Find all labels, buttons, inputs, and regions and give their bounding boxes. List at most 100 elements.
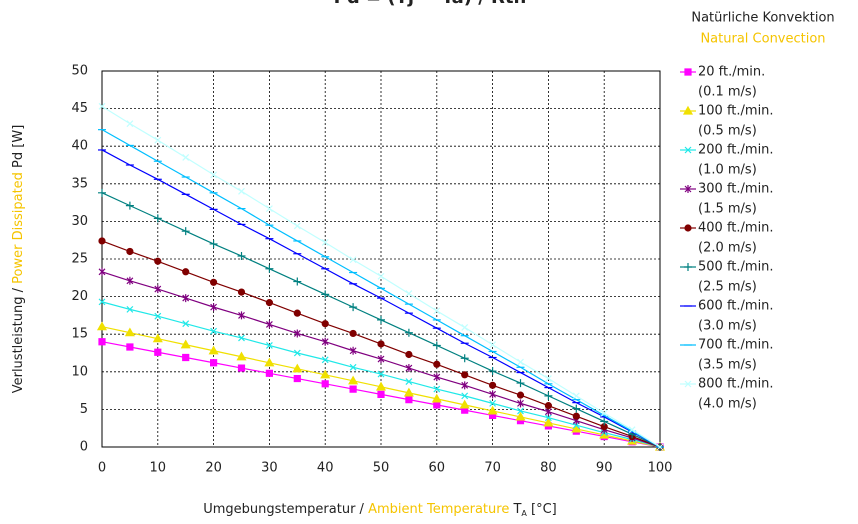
legend-label: 700 ft./min. [698, 338, 774, 353]
marker [265, 320, 273, 329]
marker [488, 367, 497, 376]
x-label-part: Umgebungstemperatur / [203, 502, 368, 517]
marker [349, 363, 357, 371]
marker [405, 350, 413, 359]
marker [461, 381, 469, 390]
marker [489, 381, 497, 389]
x-tick-label: 70 [484, 461, 501, 476]
marker [403, 387, 414, 397]
marker [126, 305, 134, 313]
marker [405, 290, 413, 298]
marker [544, 375, 552, 382]
legend-marker [684, 146, 692, 154]
marker [98, 188, 106, 197]
marker [98, 237, 106, 245]
marker [321, 239, 329, 246]
marker [293, 349, 301, 357]
marker [293, 277, 302, 286]
marker [265, 299, 274, 307]
marker [182, 294, 190, 303]
marker [628, 426, 636, 434]
marker [182, 353, 190, 362]
marker [375, 381, 387, 391]
legend-label: 200 ft./min. [698, 143, 774, 158]
x-label-part: T [509, 502, 521, 517]
x-tick-label: 90 [596, 461, 613, 476]
marker [321, 380, 329, 388]
marker [572, 392, 580, 400]
legend-marker [684, 224, 692, 232]
marker [238, 187, 245, 195]
marker [180, 339, 191, 349]
legend-label: 500 ft./min. [698, 260, 774, 275]
marker [293, 309, 301, 317]
legend-label: (4.0 m/s) [698, 397, 757, 412]
marker [125, 201, 134, 210]
marker [517, 407, 524, 415]
marker [320, 369, 331, 379]
marker [209, 239, 218, 248]
marker [489, 341, 497, 349]
marker [461, 324, 469, 331]
marker [126, 247, 134, 256]
marker [265, 369, 273, 377]
marker [321, 337, 329, 346]
marker [433, 385, 441, 393]
marker [431, 393, 442, 403]
marker [489, 390, 497, 399]
x-tick-label: 60 [429, 461, 446, 476]
marker [238, 334, 245, 342]
y-label-part: Power Dissipated [11, 172, 26, 284]
marker [349, 385, 357, 393]
y-label-part: Verlustleistung / [11, 284, 26, 393]
legend-label: (0.5 m/s) [698, 124, 757, 139]
marker [264, 357, 275, 367]
y-tick-label: 5 [80, 402, 88, 417]
marker [377, 390, 385, 398]
marker [237, 288, 246, 296]
legend-label: 100 ft./min. [698, 104, 774, 119]
x-tick-label: 20 [205, 461, 222, 476]
x-tick-label: 30 [261, 461, 278, 476]
marker [461, 392, 469, 400]
marker [126, 276, 134, 285]
marker [208, 345, 219, 355]
legend-label: (2.0 m/s) [698, 241, 757, 256]
marker [543, 417, 554, 427]
marker [572, 412, 580, 420]
marker [459, 399, 470, 409]
marker [154, 348, 162, 356]
marker [377, 272, 385, 280]
marker [377, 370, 385, 378]
marker [265, 264, 274, 273]
marker [516, 391, 525, 399]
y-label-part: Pd [W] [11, 125, 26, 172]
marker [405, 364, 413, 373]
marker [433, 401, 441, 409]
legend-marker [684, 380, 692, 388]
x-tick-label: 0 [98, 461, 106, 476]
marker [405, 396, 413, 404]
marker [293, 222, 301, 230]
y-tick-label: 45 [71, 101, 88, 116]
marker [349, 303, 358, 312]
marker [377, 340, 385, 348]
marker [293, 329, 301, 338]
marker [516, 379, 525, 388]
x-label-part: A [521, 509, 527, 518]
marker [210, 327, 218, 335]
marker [348, 375, 359, 385]
legend-label: 400 ft./min. [698, 221, 774, 236]
marker [515, 411, 526, 421]
marker [321, 320, 329, 328]
marker [98, 338, 106, 346]
marker [154, 257, 162, 265]
marker [377, 315, 385, 324]
marker [349, 256, 357, 264]
marker [98, 102, 106, 110]
marker [544, 414, 552, 422]
marker [544, 391, 553, 400]
marker [265, 342, 273, 349]
marker [237, 251, 246, 260]
legend-label: (0.1 m/s) [698, 85, 757, 100]
